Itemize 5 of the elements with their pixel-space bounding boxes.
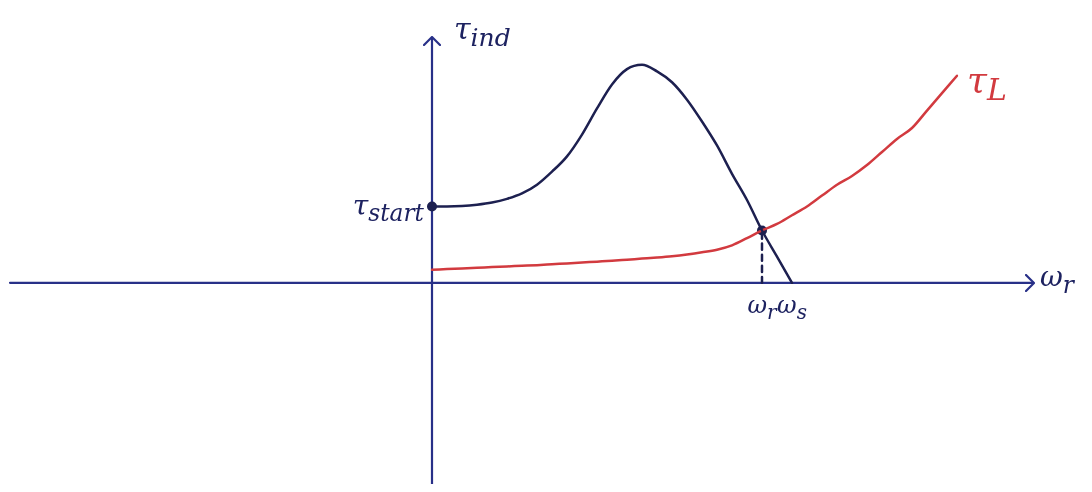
series-label: τ$_{L}$: [967, 58, 1007, 107]
text: τ$_{start}$: [352, 188, 424, 227]
x-tick-label: ω$_{s}$: [777, 290, 807, 324]
x-axis-title: ω$_{r}$: [1040, 259, 1074, 299]
y-axis-title: τ$_{ind}$: [454, 11, 511, 52]
